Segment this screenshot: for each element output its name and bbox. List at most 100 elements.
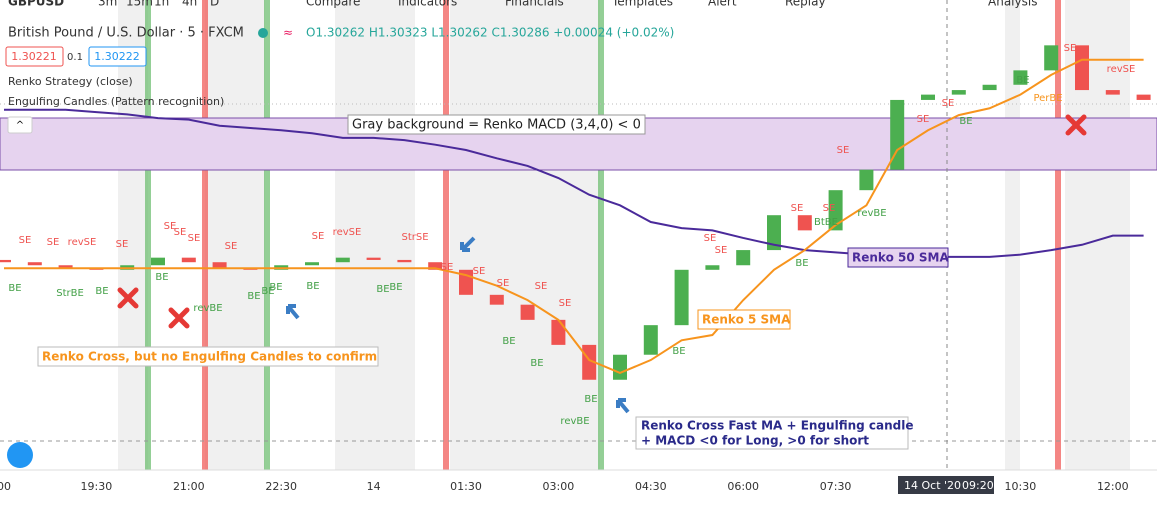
signal-band <box>1055 0 1061 470</box>
candle-body <box>828 190 843 231</box>
candle-body <box>428 262 443 270</box>
sma-line <box>4 108 1144 258</box>
x-tick-label: 06:00 <box>727 480 759 493</box>
x-tick-label: 14 <box>367 480 381 493</box>
candle-body <box>520 304 535 320</box>
instrument: British Pound / U.S. Dollar · 5 · FXCM <box>8 26 244 41</box>
signal-label: SE <box>188 233 201 244</box>
candle-body <box>582 344 597 380</box>
icon: ≈ <box>283 26 293 40</box>
x-tick-label: 07:30 <box>820 480 852 493</box>
toolbar-button[interactable]: Compare <box>306 0 360 9</box>
interval[interactable]: 4h <box>182 0 197 9</box>
status-dot <box>258 28 268 38</box>
signal-label: SE <box>473 266 486 277</box>
signal-label: SE <box>1064 43 1077 54</box>
ask: 1.30222 <box>94 50 140 63</box>
signal-band <box>202 0 208 470</box>
toolbar-button[interactable]: Analysis <box>988 0 1037 9</box>
candle-body <box>705 265 720 270</box>
signal-label: BE <box>155 272 168 283</box>
toolbar-button[interactable]: Templates <box>611 0 673 9</box>
x-axis: 00 19:30 21:00 22:30 14 01:30 03:00 04:30 06:00 0… <box>0 480 1129 493</box>
signal-label: SE <box>917 114 930 125</box>
x-tick-label: 22:30 <box>265 480 297 493</box>
signal-label: StrSE <box>401 232 428 243</box>
candle-body <box>489 294 504 305</box>
interval[interactable]: D <box>210 0 219 9</box>
signal-label: SE <box>559 298 572 309</box>
interval[interactable]: 15m <box>126 0 153 9</box>
candle-body <box>674 269 689 326</box>
x-tick-label: 00 <box>0 480 11 493</box>
signal-label: revSE <box>68 237 97 248</box>
toolbar-button[interactable]: Alert <box>708 0 737 9</box>
crosshair-label <box>898 476 994 494</box>
candle-body <box>397 259 412 263</box>
plot <box>0 45 1151 380</box>
gray-band <box>335 0 415 470</box>
annotation-box <box>635 416 909 450</box>
candle-body <box>151 257 165 266</box>
interval[interactable]: 3m <box>98 0 117 9</box>
bid-box[interactable] <box>5 46 64 67</box>
candle-body <box>797 215 812 231</box>
symbol[interactable]: GBPUSD <box>8 0 64 9</box>
annotation: Renko 5 SMA <box>702 313 791 327</box>
candle-body <box>767 215 781 251</box>
background-bands <box>118 0 1130 470</box>
cross-marks <box>117 114 1087 329</box>
signal-label: BE <box>95 286 108 297</box>
toolbar-button[interactable]: Replay <box>785 0 826 9</box>
signal-band <box>598 0 604 470</box>
signal-label: BE <box>959 116 972 127</box>
signal-label: StrBE <box>56 288 84 299</box>
interval[interactable]: 1h <box>154 0 169 9</box>
candle-body <box>859 169 874 191</box>
candle-body <box>58 265 73 269</box>
signal-label: BE <box>376 284 389 295</box>
toolbar-button[interactable]: Indicators <box>398 0 457 9</box>
candle-body <box>1075 45 1089 91</box>
x-tick-label: 21:00 <box>173 480 205 493</box>
logo[interactable] <box>7 442 33 468</box>
signal-band <box>264 0 270 470</box>
toolbar-button[interactable]: Financials <box>505 0 564 9</box>
candle-body <box>366 257 381 260</box>
annotation: Renko Cross, but no Engulfing Candles to… <box>42 350 377 364</box>
signal-label: SE <box>441 262 454 273</box>
gray-band <box>450 0 600 470</box>
annotation-box <box>347 114 646 135</box>
x-tick-label: 10:30 <box>1005 480 1037 493</box>
candle-body <box>181 257 196 263</box>
signal-label: BE <box>795 258 808 269</box>
gray-band <box>205 0 265 470</box>
signal-label: SE <box>116 239 129 250</box>
signal-label: SE <box>535 281 548 292</box>
signal-label: SE <box>174 227 187 238</box>
sma-line <box>4 58 1144 375</box>
signal-label: SE <box>704 233 717 244</box>
annotation: Renko Cross Fast MA + Engulfing candle <box>641 419 914 433</box>
candle-body <box>613 354 627 380</box>
indicator: Renko Strategy (close) <box>8 75 133 88</box>
signal-label: SE <box>942 98 955 109</box>
candle-body <box>643 325 658 355</box>
candle-body <box>951 90 966 95</box>
signal-label: BE <box>672 346 685 357</box>
candle-body <box>921 94 935 100</box>
collapse-button[interactable] <box>7 116 33 134</box>
crosshair-date: 14 Oct '20 <box>904 479 961 492</box>
candle-body <box>890 99 905 170</box>
signal-label: SE <box>823 203 836 214</box>
signal-label: BE <box>247 291 260 302</box>
annotation: Renko 50 SMA <box>852 251 949 265</box>
signal-label: BE <box>502 336 515 347</box>
signal-label: BE <box>261 286 274 297</box>
signal-label: revBE <box>560 416 589 427</box>
icon: ^ <box>16 120 24 131</box>
ask-box[interactable] <box>88 46 147 67</box>
